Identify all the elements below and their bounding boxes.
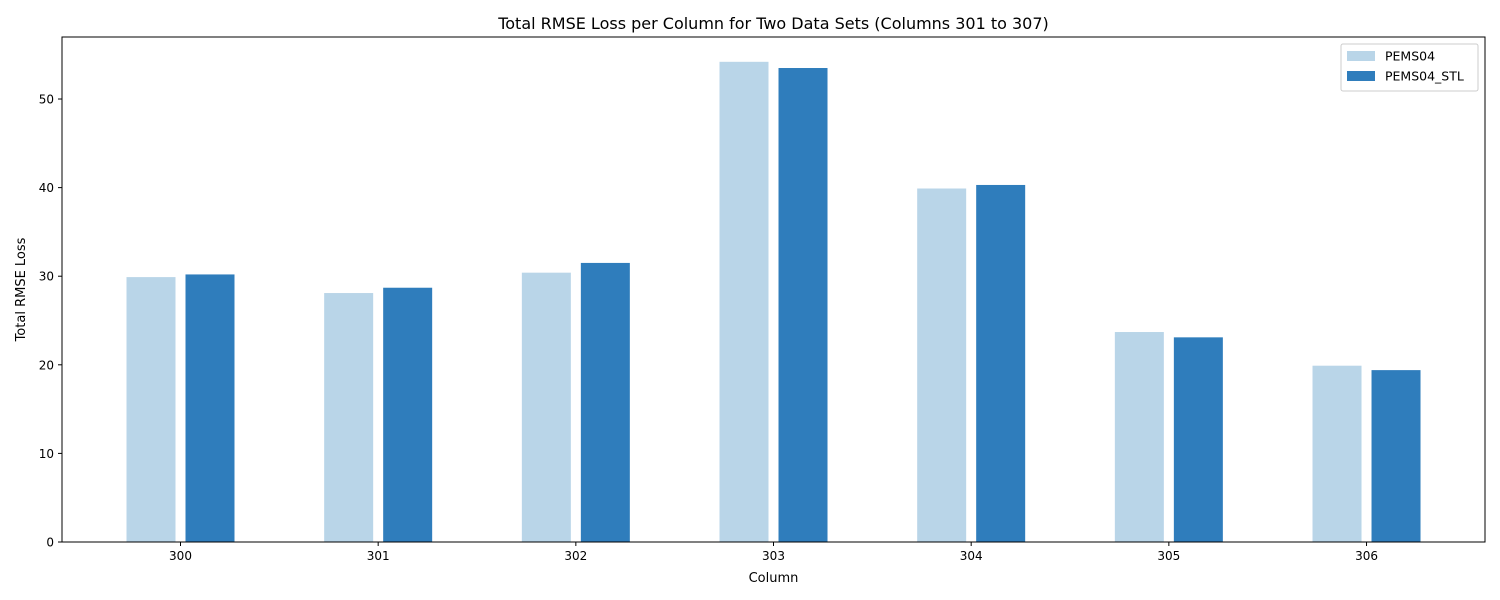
bar-pems04_stl-306 xyxy=(1371,370,1421,542)
y-axis-ticks: 0 10 20 30 40 50 xyxy=(39,93,62,550)
bar-pems04_stl-301 xyxy=(383,287,433,542)
legend-box xyxy=(1340,43,1479,92)
legend-swatch-pems04_stl xyxy=(1347,71,1375,81)
bars-group xyxy=(126,61,1421,543)
y-tick-label: 20 xyxy=(39,358,54,372)
bar-pems04-302 xyxy=(521,272,571,542)
legend: PEMS04 PEMS04_STL xyxy=(1340,43,1479,92)
bar-pems04-306 xyxy=(1312,365,1362,542)
bar-pems04_stl-303 xyxy=(778,68,828,542)
y-tick-label: 40 xyxy=(39,181,54,195)
legend-swatch-pems04 xyxy=(1347,51,1375,61)
bar-pems04-301 xyxy=(324,293,374,542)
x-tick-label: 303 xyxy=(762,549,785,563)
x-tick-label: 305 xyxy=(1157,549,1180,563)
x-tick-label: 304 xyxy=(960,549,983,563)
chart-title: Total RMSE Loss per Column for Two Data … xyxy=(497,14,1049,33)
plot-frame xyxy=(61,36,1486,543)
bar-pems04_stl-300 xyxy=(185,274,235,542)
x-tick-label: 306 xyxy=(1355,549,1378,563)
x-tick-label: 301 xyxy=(367,549,390,563)
bar-pems04_stl-305 xyxy=(1173,337,1223,542)
x-axis-ticks: 300 301 302 303 304 305 306 xyxy=(169,542,1378,563)
x-axis-label: Column xyxy=(749,571,799,586)
bar-pems04-300 xyxy=(126,277,176,542)
x-tick-label: 302 xyxy=(564,549,587,563)
legend-label-pems04_stl: PEMS04_STL xyxy=(1385,69,1464,84)
bar-pems04-303 xyxy=(719,61,769,543)
y-tick-label: 30 xyxy=(39,270,54,284)
bar-pems04_stl-302 xyxy=(580,262,630,542)
y-tick-label: 0 xyxy=(46,536,54,550)
legend-label-pems04: PEMS04 xyxy=(1385,49,1435,64)
y-tick-label: 50 xyxy=(39,93,54,107)
y-axis-label: Total RMSE Loss xyxy=(14,237,29,342)
y-tick-label: 10 xyxy=(39,447,54,461)
bar-pems04-305 xyxy=(1114,332,1164,542)
x-tick-label: 300 xyxy=(169,549,192,563)
bar-pems04_stl-304 xyxy=(976,184,1026,542)
bar-pems04-304 xyxy=(917,188,967,542)
